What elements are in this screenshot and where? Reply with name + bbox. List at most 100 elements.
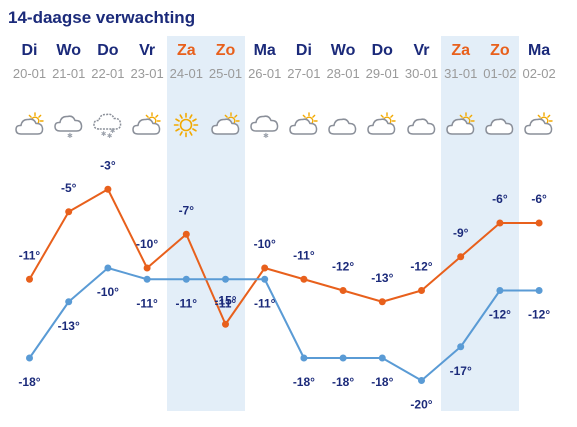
max-temperature-label: -5° <box>61 181 77 195</box>
partly-sunny-icon <box>210 112 241 138</box>
min-temperature-point <box>300 354 308 362</box>
day-date: 23-01 <box>130 66 164 81</box>
max-temperature-point <box>65 208 73 216</box>
day-name: Ma <box>527 42 551 59</box>
max-temperature-label: -7° <box>179 203 195 217</box>
max-temperature-label: -12° <box>332 260 354 274</box>
min-temperature-label: -18° <box>293 375 315 389</box>
day-column[interactable]: Wo 21-01 <box>49 40 88 83</box>
min-temperature-label: -18° <box>332 375 354 389</box>
day-date: 21-01 <box>52 66 86 81</box>
day-date: 24-01 <box>169 66 203 81</box>
min-temperature-label: -12° <box>489 308 511 322</box>
day-name: Wo <box>56 42 81 59</box>
day-date: 20-01 <box>12 66 47 81</box>
day-name: Zo <box>490 42 510 59</box>
partly-sunny-icon <box>524 112 554 138</box>
day-name: Do <box>97 42 119 59</box>
day-column[interactable]: Zo 25-01 <box>206 40 245 83</box>
max-temperature-point <box>378 298 386 306</box>
max-temperature-label: -6° <box>531 192 547 206</box>
min-temperature-label: -13° <box>58 319 80 333</box>
day-column[interactable]: Ma 02-02 <box>520 40 559 83</box>
day-name: Zo <box>215 42 236 59</box>
day-name: Di <box>295 42 312 59</box>
max-temperature-label: -3° <box>100 158 116 172</box>
day-column[interactable]: Ma 26-01 <box>245 40 284 83</box>
day-name: Do <box>371 42 393 59</box>
day-date: 30-01 <box>404 66 439 81</box>
min-temperature-point <box>418 377 425 384</box>
min-temperature-line <box>28 267 540 382</box>
min-temperature-point <box>222 275 229 283</box>
day-column[interactable]: Wo 28-01 <box>324 40 363 83</box>
day-date: 28-01 <box>326 66 360 81</box>
min-temperature-point <box>65 298 73 306</box>
svg-text:✱: ✱ <box>263 132 269 138</box>
max-temperature-label: -11° <box>293 248 315 262</box>
day-date: 22-01 <box>91 66 125 81</box>
max-temperature-point <box>496 219 504 227</box>
day-column[interactable]: Do 29-01 <box>363 40 402 83</box>
min-temperature-point <box>535 287 543 294</box>
min-temperature-label: -10° <box>97 285 119 299</box>
min-temperature-point <box>457 343 465 351</box>
max-temperature-point <box>26 275 33 283</box>
day-column[interactable]: Vr 23-01 <box>128 40 167 83</box>
cloud-snow-icon: ✱ ✱ ✱ <box>93 112 123 140</box>
min-temperature-point <box>339 354 347 362</box>
day-date: 02-02 <box>522 66 556 81</box>
min-temperature-label: -11° <box>215 296 237 310</box>
cloud-icon <box>328 112 358 138</box>
min-temperature-label: -12° <box>528 308 550 322</box>
weekend-band <box>166 36 246 411</box>
partly-sunny-icon <box>132 112 162 138</box>
max-temperature-point <box>104 185 112 193</box>
day-name: Wo <box>330 42 356 59</box>
day-name: Vr <box>413 42 430 59</box>
day-date: 26-01 <box>248 66 282 81</box>
max-temperature-label: -10° <box>254 237 276 251</box>
max-temperature-label: -12° <box>410 260 432 274</box>
day-column[interactable]: Di 20-01 <box>10 40 49 83</box>
max-temperature-line <box>28 188 540 326</box>
day-date: 29-01 <box>365 66 399 81</box>
svg-text:✱: ✱ <box>101 130 106 138</box>
max-temperature-label: -6° <box>492 192 508 206</box>
day-date: 31-01 <box>444 66 478 81</box>
min-temperature-point <box>104 264 112 272</box>
min-temperature-label: -17° <box>450 364 472 378</box>
min-temperature-label: -18° <box>371 375 393 389</box>
max-temperature-point <box>457 253 465 261</box>
max-temperature-point <box>182 230 190 238</box>
max-temperature-label: -15° <box>214 293 236 307</box>
day-column[interactable]: Do 22-01 <box>88 40 127 83</box>
day-column[interactable]: Za 24-01 <box>167 40 206 83</box>
min-temperature-label: -11° <box>254 296 276 310</box>
cloud-icon <box>406 112 437 138</box>
partly-sunny-icon <box>367 112 397 138</box>
max-temperature-point <box>300 275 308 283</box>
day-column[interactable]: Vr 30-01 <box>402 40 441 83</box>
min-temperature-point <box>143 275 151 283</box>
day-name: Za <box>451 42 471 59</box>
max-temperature-point <box>339 287 347 294</box>
partly-sunny-icon <box>14 112 45 138</box>
min-temperature-point <box>378 354 386 362</box>
day-column[interactable]: Za 31-01 <box>441 40 480 83</box>
max-temperature-point <box>261 264 269 272</box>
min-temperature-label: -20° <box>410 398 432 412</box>
max-temperature-label: -9° <box>453 226 469 240</box>
day-column[interactable]: Di 27-01 <box>284 40 323 83</box>
min-temperature-label: -18° <box>18 375 40 389</box>
min-temperature-label: -11° <box>136 296 158 310</box>
max-temperature-label: -13° <box>371 271 393 285</box>
svg-text:✱: ✱ <box>107 132 112 138</box>
cloud-snow-light-icon: ✱ <box>249 112 280 140</box>
min-temperature-point <box>261 275 269 283</box>
max-temperature-point <box>143 264 151 272</box>
day-name: Ma <box>253 42 276 59</box>
day-column[interactable]: Zo 01-02 <box>480 40 519 83</box>
